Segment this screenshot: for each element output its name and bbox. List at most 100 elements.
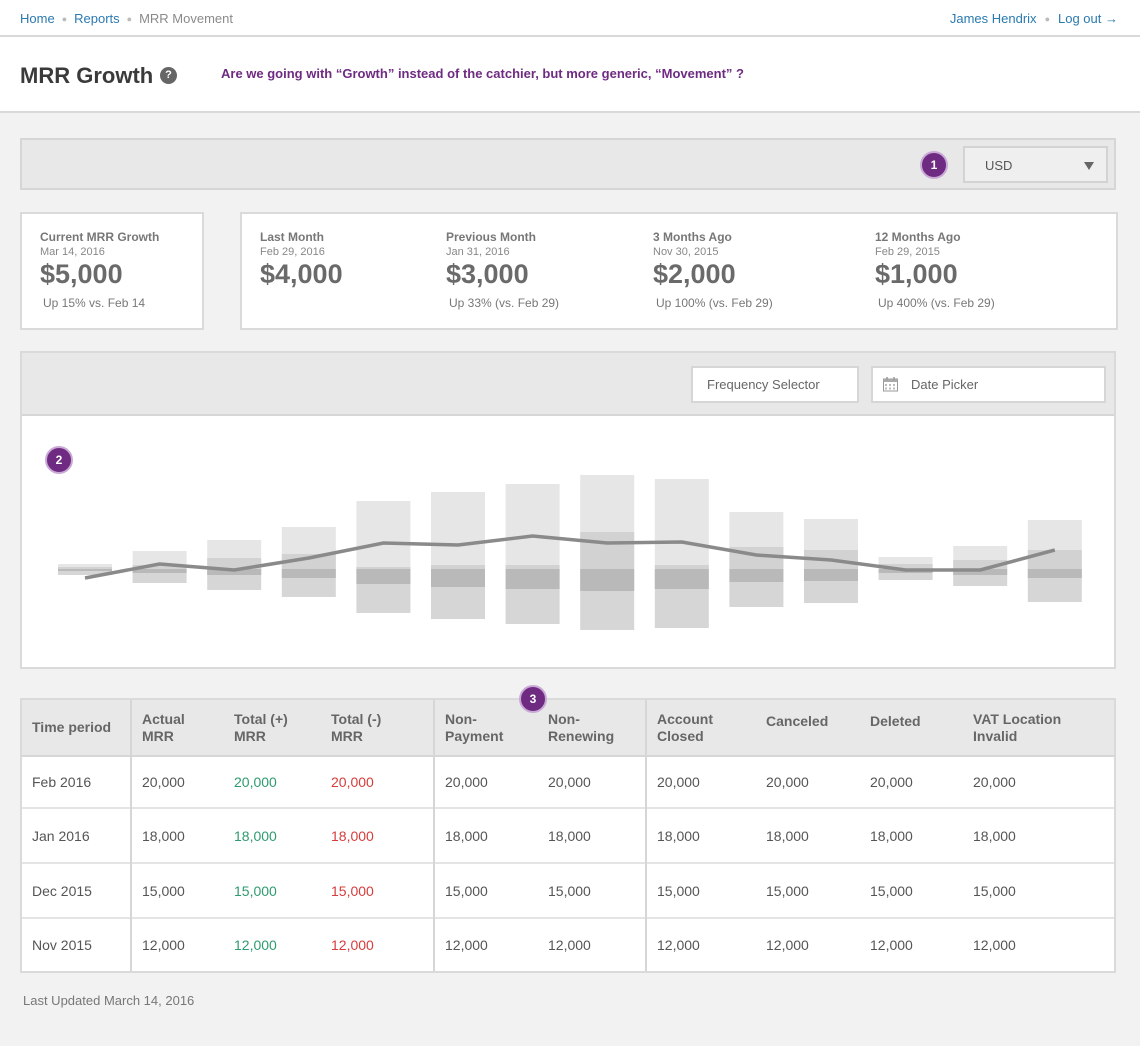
- cell-vat-location-invalid: 15,000: [963, 862, 1114, 918]
- column-header-line: Canceled: [766, 713, 829, 729]
- stat-value: $4,000: [260, 259, 343, 289]
- mrr-table: Time period Actual MRR Total (+) MRR Total…: [20, 698, 1116, 973]
- stat-label: 3 Months Ago: [653, 230, 732, 244]
- cell-actual-mrr: 15,000: [131, 862, 224, 918]
- currency-select[interactable]: USD: [963, 146, 1108, 183]
- bar-positive-light: [431, 492, 485, 569]
- stat-value: $5,000: [40, 259, 123, 289]
- table-row[interactable]: Dec 2015 15,000 15,000 15,000 15,000 15,…: [22, 862, 1114, 918]
- chevron-down-icon: [1084, 162, 1094, 170]
- cell-non-payment: 12,000: [434, 917, 538, 971]
- cell-non-renewing: 20,000: [538, 756, 647, 808]
- stat-label: Last Month: [260, 230, 324, 244]
- column-header-line: Total (+): [234, 710, 288, 727]
- table-header-row: Time period Actual MRR Total (+) MRR Total…: [22, 700, 1114, 757]
- cell-non-payment: 18,000: [434, 807, 538, 863]
- breadcrumb-separator-icon: ●: [61, 13, 68, 24]
- column-header-vat-location-invalid[interactable]: VAT Location Invalid: [963, 700, 1114, 757]
- column-header-line: Actual: [142, 710, 185, 727]
- logout-link[interactable]: Log out →: [1058, 11, 1118, 26]
- column-header-total-plus-mrr[interactable]: Total (+) MRR: [224, 700, 321, 757]
- breadcrumb-reports-link[interactable]: Reports: [74, 11, 120, 26]
- column-header-non-payment[interactable]: Non- Payment: [434, 700, 538, 757]
- net-mrr-line: [84, 534, 1056, 580]
- last-updated-text: Last Updated March 14, 2016: [23, 993, 195, 1008]
- bar-positive-mid: [1027, 550, 1082, 569]
- stat-date: Nov 30, 2015: [653, 246, 719, 258]
- history-stat-last-month: Last Month Feb 29, 2016 $4,000: [260, 230, 343, 296]
- bar-negative-mid: [804, 569, 858, 581]
- cell-vat-location-invalid: 20,000: [973, 774, 1016, 790]
- date-picker[interactable]: Date Picker: [871, 366, 1106, 403]
- chart-panel: Frequency Selector Date Picker: [20, 351, 1116, 669]
- bar-negative-mid: [356, 569, 411, 584]
- stat-label: Previous Month: [446, 230, 537, 244]
- table-row[interactable]: Nov 2015 12,000 12,000 12,000 12,000 12,…: [22, 917, 1114, 971]
- annotation-badge-2: 2: [45, 446, 73, 474]
- bar-positive-mid: [878, 564, 933, 569]
- annotation-badge-1: 1: [920, 151, 948, 179]
- chart-toolbar: Frequency Selector Date Picker: [22, 353, 1114, 416]
- cell-canceled: 18,000: [756, 807, 860, 863]
- breadcrumb-home-link[interactable]: Home: [20, 11, 55, 26]
- bar-negative-mid: [132, 569, 187, 573]
- column-header-line: MRR: [142, 727, 174, 744]
- bar-negative-mid: [58, 569, 112, 571]
- design-note: Are we going with “Growth” instead of th…: [221, 66, 744, 81]
- bar-negative-mid: [505, 569, 560, 589]
- cell-deleted: 20,000: [870, 774, 913, 790]
- cell-total-plus-mrr: 15,000: [224, 862, 321, 918]
- current-stat: Current MRR Growth Mar 14, 2016 $5,000 U…: [40, 230, 159, 310]
- column-header-total-minus-mrr[interactable]: Total (-) MRR: [321, 700, 435, 757]
- page-title: MRR Growth: [20, 63, 154, 88]
- cell-non-renewing: 15,000: [538, 862, 647, 918]
- column-header-line: Invalid: [973, 727, 1018, 744]
- stat-value: $2,000: [653, 259, 736, 289]
- column-header-account-closed[interactable]: Account Closed: [646, 700, 756, 757]
- bar-negative-mid: [580, 569, 635, 591]
- cell-non-renewing: 18,000: [538, 807, 647, 863]
- bar-positive-mid: [132, 565, 187, 569]
- frequency-selector[interactable]: Frequency Selector: [691, 366, 859, 403]
- cell-total-plus-mrr: 18,000: [224, 807, 321, 863]
- bar-positive-mid: [953, 560, 1008, 569]
- table-row[interactable]: Jan 2016 18,000 18,000 18,000 18,000 18,…: [22, 807, 1114, 863]
- date-picker-label: Date Picker: [911, 377, 979, 392]
- column-header-actual-mrr[interactable]: Actual MRR: [131, 700, 224, 757]
- column-header-line: Account: [657, 710, 713, 727]
- current-mrr-card: Current MRR Growth Mar 14, 2016 $5,000 U…: [20, 212, 204, 330]
- cell-time-period: Nov 2015: [22, 917, 132, 971]
- cell-non-payment: 20,000: [445, 774, 488, 790]
- column-header-deleted[interactable]: Deleted: [860, 700, 963, 757]
- bar-positive-mid: [580, 532, 635, 569]
- bar-negative-mid: [1027, 569, 1082, 578]
- calendar-icon: [883, 377, 898, 392]
- stat-change: Up 100% (vs. Feb 29): [656, 296, 773, 310]
- column-header-line: Total (-): [331, 710, 382, 727]
- user-name-link[interactable]: James Hendrix: [949, 11, 1037, 26]
- column-header-time-period[interactable]: Time period: [22, 700, 132, 757]
- stat-label: Current MRR Growth: [40, 230, 160, 244]
- cell-actual-mrr: 12,000: [131, 917, 224, 971]
- annotation-badge-3: 3: [519, 685, 547, 713]
- cell-canceled: 15,000: [756, 862, 860, 918]
- cell-account-closed: 20,000: [657, 774, 700, 790]
- column-header-canceled[interactable]: Canceled: [756, 700, 860, 757]
- table-row[interactable]: Feb 2016 20,000 20,000 20,000 20,000 20,…: [22, 756, 1114, 808]
- bar-negative-mid: [281, 569, 336, 578]
- bar-negative-mid: [953, 569, 1008, 575]
- column-header-line: Time period: [32, 719, 112, 735]
- column-header-line: MRR: [331, 727, 363, 744]
- bar-positive-light: [58, 564, 112, 569]
- mrr-chart: [58, 475, 1082, 630]
- mrr-data-table: Time period Actual MRR Total (+) MRR Total…: [22, 700, 1114, 971]
- bar-positive-mid: [654, 565, 709, 569]
- column-header-non-renewing[interactable]: Non- Renewing: [538, 700, 647, 757]
- cell-non-payment: 15,000: [434, 862, 538, 918]
- cell-account-closed: 18,000: [646, 807, 756, 863]
- bar-positive-mid: [356, 567, 411, 569]
- bar-positive-mid: [58, 567, 112, 569]
- help-icon[interactable]: ?: [160, 67, 177, 84]
- stat-date: Feb 29, 2016: [260, 246, 325, 258]
- cell-deleted: 15,000: [860, 862, 963, 918]
